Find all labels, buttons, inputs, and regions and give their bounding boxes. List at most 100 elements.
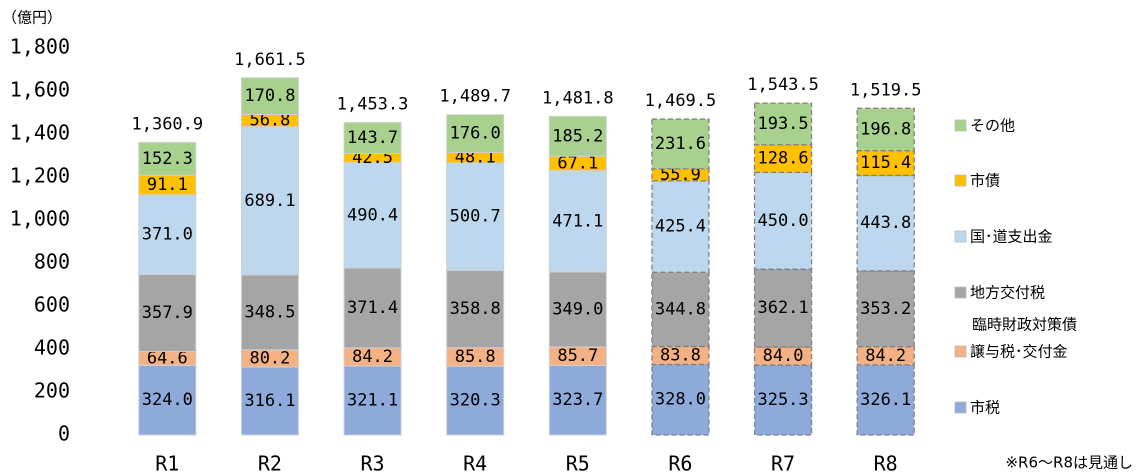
bar-segment xyxy=(240,126,299,276)
total-label: 1,519.5 xyxy=(850,80,922,100)
data-label: 328.0 xyxy=(655,390,706,410)
data-label: 425.4 xyxy=(655,217,706,237)
data-label: 84.0 xyxy=(763,346,804,366)
bar-segment xyxy=(548,115,607,157)
legend-label: その他 xyxy=(970,117,1015,135)
x-tick-label: R4 xyxy=(463,452,487,476)
data-label: 193.5 xyxy=(757,114,808,134)
data-label: 67.1 xyxy=(557,153,598,173)
bar-segment xyxy=(548,170,607,273)
total-label: 1,453.3 xyxy=(337,95,409,115)
legend-note: 臨時財政対策債 xyxy=(972,316,1077,334)
y-tick-label: 800 xyxy=(34,250,70,274)
total-label: 1,489.7 xyxy=(439,87,511,107)
legend-swatch xyxy=(954,286,967,299)
total-label: 1,360.9 xyxy=(131,114,203,134)
bar-segment xyxy=(753,268,813,348)
bar-segment xyxy=(548,364,607,436)
data-label: 316.1 xyxy=(244,391,295,411)
y-tick-label: 0 xyxy=(58,422,70,446)
data-label: 56.8 xyxy=(249,111,290,131)
bar-segment xyxy=(651,118,710,170)
x-tick-label: R7 xyxy=(771,452,795,476)
total-label: 1,469.5 xyxy=(645,91,717,111)
bar-segment xyxy=(753,171,813,270)
bar-segment xyxy=(651,180,710,273)
data-label: 55.9 xyxy=(660,165,701,185)
bar-segment xyxy=(548,271,607,348)
data-label: 84.2 xyxy=(865,346,906,366)
bar-segment xyxy=(343,162,402,269)
bar-segment xyxy=(856,270,915,348)
legend-swatch xyxy=(954,401,967,414)
legend-label: 地方交付税 xyxy=(970,284,1045,302)
data-label: 143.7 xyxy=(347,128,398,148)
data-label: 115.4 xyxy=(860,153,911,173)
bar-segment xyxy=(446,114,505,154)
data-label: 196.8 xyxy=(860,119,911,139)
data-label: 500.7 xyxy=(450,207,501,227)
data-label: 152.3 xyxy=(142,149,193,169)
bar-segment xyxy=(856,107,915,152)
data-label: 320.3 xyxy=(450,391,501,411)
bar-segment xyxy=(240,274,299,351)
data-label: 358.8 xyxy=(450,299,501,319)
data-label: 231.6 xyxy=(655,134,706,154)
data-label: 349.0 xyxy=(552,299,603,319)
bar-segment xyxy=(753,144,813,174)
bar-segment xyxy=(343,365,402,436)
y-tick-label: 1,200 xyxy=(10,164,70,188)
unit-label: （億円） xyxy=(2,9,62,27)
total-label: 1,543.5 xyxy=(747,75,819,95)
note: ※R6～R8は見通し xyxy=(1005,454,1133,472)
data-label: 324.0 xyxy=(142,390,193,410)
legend-swatch xyxy=(954,345,967,358)
y-tick-label: 400 xyxy=(34,336,70,360)
bar-segment xyxy=(138,364,197,436)
y-tick-label: 1,000 xyxy=(10,207,70,231)
data-label: 91.1 xyxy=(147,175,188,195)
data-label: 348.5 xyxy=(244,302,295,322)
legend-swatch xyxy=(954,174,967,187)
y-tick-label: 1,600 xyxy=(10,78,70,102)
x-tick-label: R1 xyxy=(155,452,179,476)
bar-segment xyxy=(446,365,505,436)
bar-segment xyxy=(856,149,915,177)
legend-label: 市債 xyxy=(970,172,1000,190)
x-tick-label: R6 xyxy=(668,452,692,476)
data-label: 357.9 xyxy=(142,303,193,323)
data-label: 321.1 xyxy=(347,390,398,410)
data-label: 450.0 xyxy=(757,211,808,231)
bar-segment xyxy=(138,194,197,276)
data-label: 371.4 xyxy=(347,298,398,318)
data-label: 344.8 xyxy=(655,299,706,319)
bar-segment xyxy=(753,364,813,436)
data-label: 185.2 xyxy=(552,126,603,146)
legend-label: 譲与税･交付金 xyxy=(970,343,1068,361)
data-label: 85.8 xyxy=(455,347,496,367)
bar-segment xyxy=(343,122,402,154)
legend-swatch xyxy=(954,230,967,243)
bar-segment xyxy=(856,174,915,272)
bar-segment xyxy=(651,363,710,436)
y-tick-label: 1,400 xyxy=(10,121,70,145)
data-label: 689.1 xyxy=(244,191,295,211)
data-label: 490.4 xyxy=(347,205,398,225)
bar-segment xyxy=(446,162,505,272)
y-tick-label: 600 xyxy=(34,293,70,317)
data-label: 170.8 xyxy=(244,86,295,106)
legend-swatch xyxy=(954,119,967,132)
legend-label: 国･道支出金 xyxy=(970,228,1053,246)
data-label: 323.7 xyxy=(552,390,603,410)
y-tick-label: 200 xyxy=(34,379,70,403)
total-label: 1,661.5 xyxy=(234,50,306,70)
x-tick-label: R2 xyxy=(258,452,282,476)
legend-label: 市税 xyxy=(970,399,1000,417)
data-label: 80.2 xyxy=(249,348,290,368)
data-label: 64.6 xyxy=(147,348,188,368)
bar-segment xyxy=(138,141,197,176)
data-label: 371.0 xyxy=(142,225,193,245)
bar-segment xyxy=(240,77,299,115)
data-label: 84.2 xyxy=(352,347,393,367)
